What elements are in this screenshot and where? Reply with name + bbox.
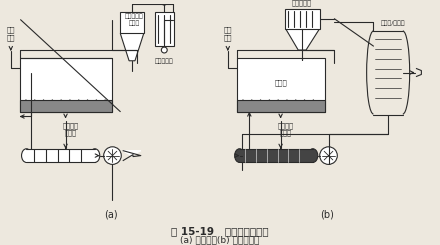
- Text: 产品出口
加热器: 产品出口 加热器: [278, 122, 293, 136]
- Text: (a): (a): [104, 209, 117, 219]
- Bar: [20, 58, 113, 112]
- Polygon shape: [123, 151, 141, 157]
- Ellipse shape: [90, 149, 100, 162]
- Circle shape: [161, 0, 167, 5]
- Bar: [120, 12, 144, 33]
- Text: 旋风分离器
流化床: 旋风分离器 流化床: [125, 14, 143, 26]
- Text: 图 15-19   流化床干燥装置: 图 15-19 流化床干燥装置: [171, 226, 269, 236]
- Ellipse shape: [22, 149, 31, 162]
- Bar: [154, 12, 174, 46]
- Text: (b): (b): [321, 209, 334, 219]
- Text: 洗涤器/冷凝器: 洗涤器/冷凝器: [381, 21, 405, 26]
- Bar: [286, 9, 320, 28]
- Text: 流化床: 流化床: [274, 79, 287, 86]
- Circle shape: [320, 147, 337, 164]
- Polygon shape: [120, 33, 144, 61]
- Bar: [239, 149, 313, 162]
- Ellipse shape: [235, 149, 245, 162]
- Bar: [237, 100, 325, 112]
- Polygon shape: [286, 28, 320, 50]
- Text: 产品
入口: 产品 入口: [224, 26, 232, 40]
- Text: 产品出口
加热器: 产品出口 加热器: [62, 122, 78, 136]
- Text: 袋式过滤器: 袋式过滤器: [292, 0, 312, 6]
- Bar: [237, 58, 325, 112]
- Bar: [26, 149, 95, 162]
- Ellipse shape: [308, 149, 318, 162]
- Circle shape: [104, 147, 121, 164]
- Text: (a) 开启式；(b) 封闭循环式: (a) 开启式；(b) 封闭循环式: [180, 235, 260, 244]
- Text: 产品
进入: 产品 进入: [7, 26, 15, 40]
- Text: 虑式烘燥器: 虑式烘燥器: [155, 58, 174, 63]
- Bar: [20, 100, 113, 112]
- Circle shape: [161, 47, 167, 53]
